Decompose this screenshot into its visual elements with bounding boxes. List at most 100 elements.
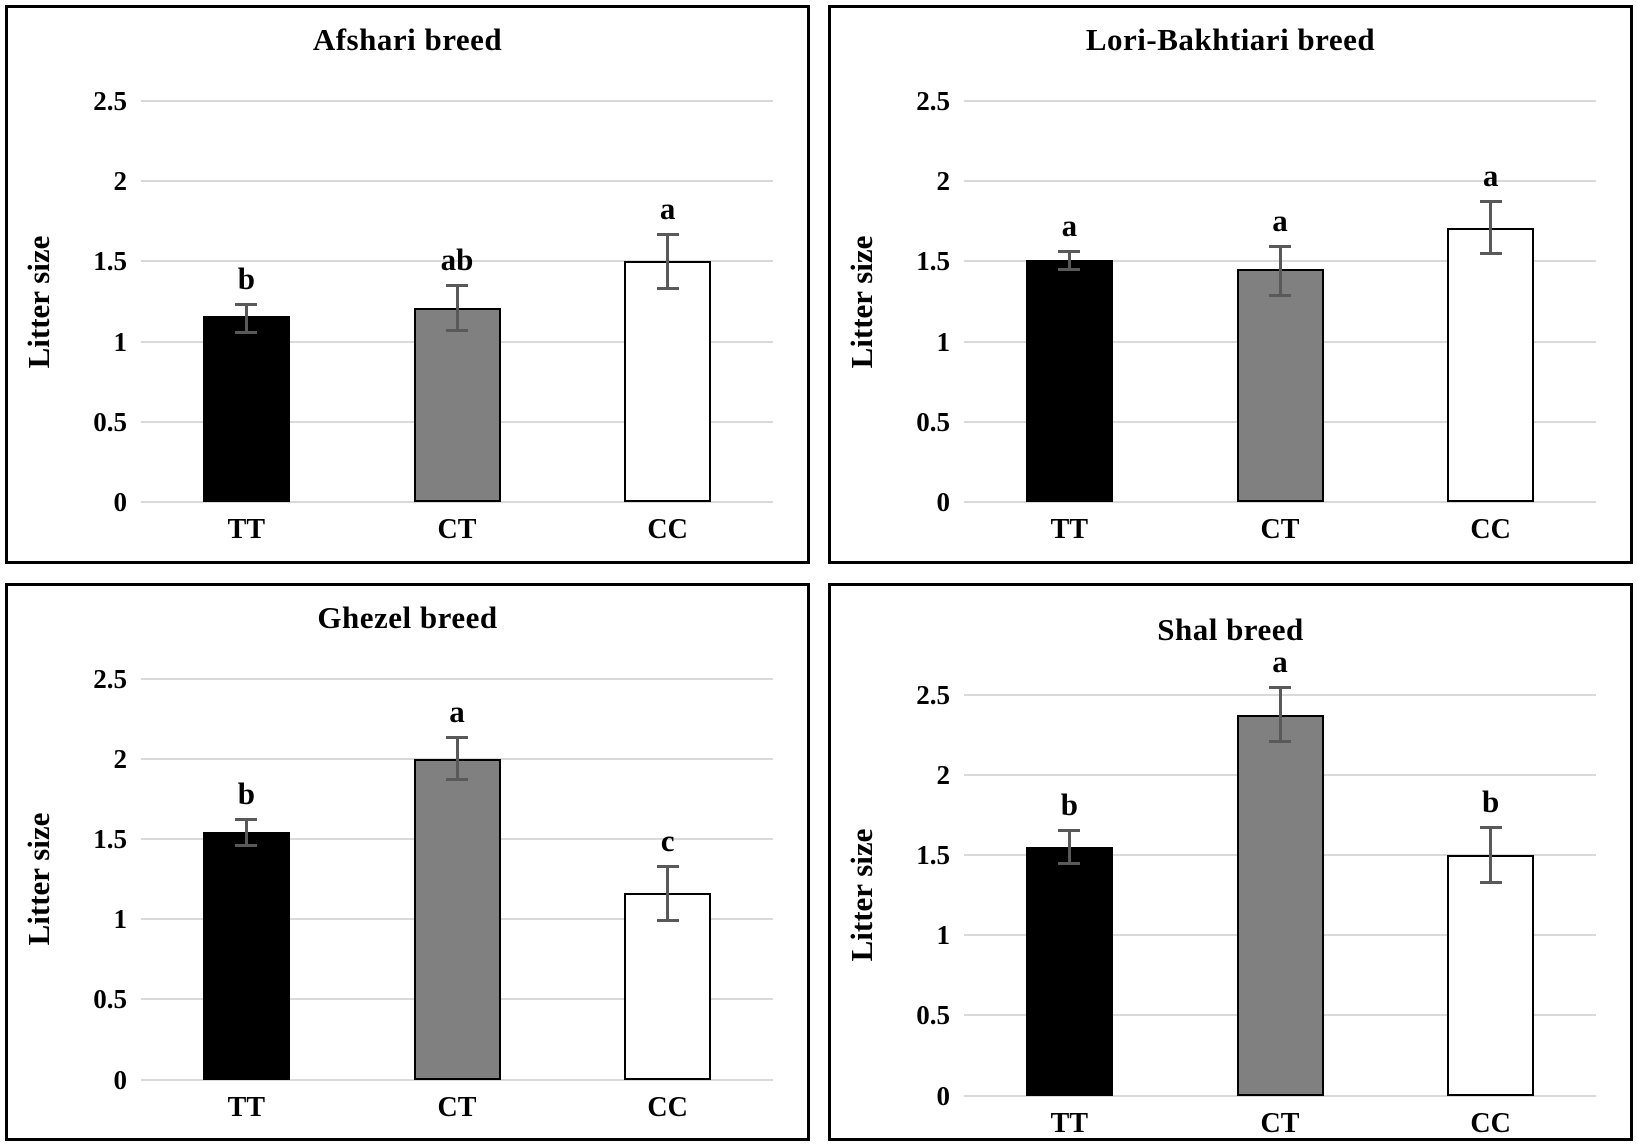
gridline <box>141 260 773 263</box>
error-bar-line <box>1489 200 1493 255</box>
bar-tt <box>1025 259 1113 502</box>
x-axis-tick-label: CT <box>1260 1107 1300 1139</box>
y-axis-label: Litter size <box>844 235 879 368</box>
y-axis-tick-label: 2.5 <box>93 663 127 694</box>
x-axis-tick-label: CC <box>1470 1107 1511 1139</box>
chart-title-ghezel: Ghezel breed <box>317 599 498 635</box>
error-bar-line <box>1067 250 1071 272</box>
x-axis-tick-label: TT <box>1050 514 1088 545</box>
error-bar-cap-bottom <box>1479 251 1502 255</box>
error-bar-cap-bottom <box>446 328 468 332</box>
gridline <box>964 1094 1596 1097</box>
bar-cc <box>624 893 712 1080</box>
bar-cc <box>624 261 712 502</box>
significance-letter: a <box>1482 158 1499 194</box>
chart-panel-ghezel: Ghezel breed Litter size 0 0.5 1 1.5 2 2.5 b TT… <box>5 582 810 1141</box>
error-bar-cap-bottom <box>656 919 679 923</box>
y-axis-tick-label: 2.5 <box>916 86 950 116</box>
y-axis-tick-label: 2 <box>113 166 128 197</box>
y-axis-tick-label: 1 <box>113 326 128 357</box>
plot-area-ghezel: Litter size 0 0.5 1 1.5 2 2.5 b TT a CT c CC <box>21 664 773 1123</box>
gridline <box>141 1078 773 1081</box>
error-bar-line <box>666 232 670 291</box>
y-axis-tick-label: 1.5 <box>93 246 127 277</box>
gridline <box>141 100 773 102</box>
error-bar-cap-top <box>235 303 258 307</box>
gridline <box>141 677 773 680</box>
y-axis-tick-label: 0 <box>936 1080 951 1111</box>
plot-area-lori-bakhtiari: Litter size 0 0.5 1 1.5 2 2.5 a TT a CT a CC <box>844 86 1596 545</box>
y-axis-tick-label: 0.5 <box>93 984 127 1015</box>
chart-panel-lori-bakhtiari: Lori-Bakhtiari breed Litter size 0 0.5 1 1.… <box>828 5 1633 564</box>
error-bar-cap-top <box>235 818 258 822</box>
significance-letter: a <box>449 694 465 730</box>
y-axis-tick-label: 0.5 <box>93 406 127 437</box>
bar-tt <box>202 832 290 1080</box>
y-axis-tick-label: 1 <box>936 326 951 357</box>
x-axis-tick-label: TT <box>1050 1107 1088 1139</box>
bar-ct <box>1236 269 1324 502</box>
error-bar-line <box>1278 686 1282 743</box>
error-bar-line <box>666 864 670 923</box>
y-axis-tick-label: 1 <box>936 920 951 951</box>
plot-area-afshari: Litter size 0 0.5 1 1.5 2 2.5 b TT ab CT a CC <box>21 86 773 545</box>
y-axis-tick-label: 0 <box>113 487 128 517</box>
y-axis-label: Litter size <box>21 235 56 368</box>
error-bar-cap-bottom <box>1269 293 1291 297</box>
error-bar-cap-bottom <box>656 287 679 291</box>
y-axis-tick-label: 0 <box>936 487 951 517</box>
chart-title-afshari: Afshari breed <box>312 22 503 57</box>
error-bar-cap-top <box>656 232 679 236</box>
significance-letter: a <box>659 190 676 226</box>
gridline <box>964 180 1596 183</box>
bar-cc <box>1447 227 1535 502</box>
x-axis-tick-label: CT <box>437 1091 477 1123</box>
significance-letter: a <box>1272 644 1288 680</box>
error-bar-line <box>1067 829 1071 865</box>
error-bar-cap-top <box>1058 250 1081 254</box>
significance-letter: a <box>1061 208 1078 244</box>
y-axis-label: Litter size <box>21 812 56 946</box>
gridline <box>964 100 1596 102</box>
error-bar-line <box>1489 826 1493 884</box>
y-axis-tick-label: 1.5 <box>916 246 950 277</box>
y-axis-tick-label: 1.5 <box>916 839 950 870</box>
error-bar-line <box>1278 245 1282 297</box>
error-bar-cap-top <box>1269 686 1291 690</box>
error-bar-cap-bottom <box>1058 268 1081 272</box>
significance-letter: ab <box>440 241 474 277</box>
significance-letter: a <box>1272 203 1288 239</box>
significance-letter: b <box>1482 784 1500 820</box>
error-bar-cap-top <box>1269 245 1291 249</box>
error-bar-line <box>244 818 248 847</box>
error-bar-cap-bottom <box>1269 739 1291 743</box>
y-axis-tick-label: 0 <box>113 1064 128 1095</box>
x-axis-tick-label: TT <box>227 1091 265 1123</box>
chart-title-lori-bakhtiari: Lori-Bakhtiari breed <box>1085 22 1376 57</box>
error-bar-line <box>455 736 459 782</box>
plot-area-shal: Litter size 0 0.5 1 1.5 2 2.5 b TT a CT b CC <box>844 646 1596 1138</box>
x-axis-tick-label: CC <box>1470 514 1511 545</box>
y-axis-tick-label: 2 <box>936 759 951 790</box>
y-axis-tick-label: 2 <box>113 743 128 774</box>
bar-cc <box>1447 854 1535 1096</box>
y-axis-tick-label: 1 <box>113 904 128 935</box>
error-bar-cap-bottom <box>446 778 468 782</box>
x-axis-tick-label: CC <box>647 514 688 545</box>
error-bar-cap-top <box>1479 826 1502 830</box>
y-axis-tick-label: 2 <box>936 166 951 197</box>
error-bar-line <box>244 303 248 334</box>
error-bar-cap-bottom <box>235 330 258 334</box>
error-bar-cap-bottom <box>235 843 258 847</box>
bar-tt <box>1025 846 1113 1096</box>
error-bar-line <box>455 283 459 332</box>
y-axis-tick-label: 2.5 <box>93 86 127 116</box>
bar-tt <box>202 315 290 502</box>
chart-panel-afshari: Afshari breed Litter size 0 0.5 1 1.5 2 2.5 b T… <box>5 5 810 564</box>
bar-ct <box>413 758 501 1080</box>
significance-letter: b <box>237 776 255 812</box>
error-bar-cap-top <box>446 283 468 287</box>
gridline <box>141 501 773 503</box>
bar-ct <box>413 307 501 502</box>
